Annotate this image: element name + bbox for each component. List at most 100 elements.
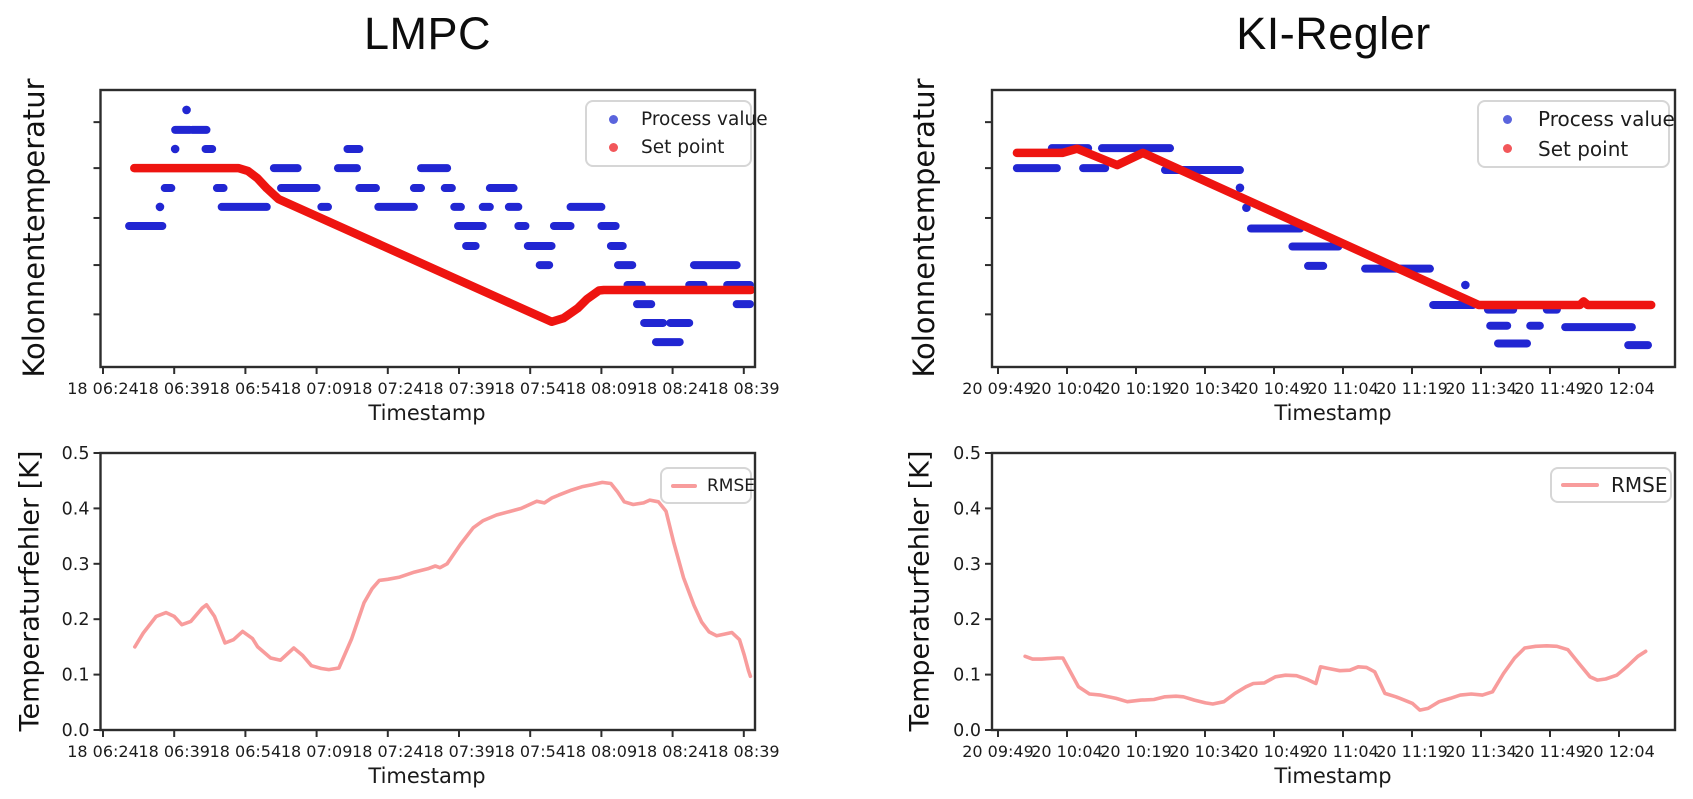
legend-entry: Set point bbox=[587, 137, 750, 158]
rmse-line bbox=[133, 480, 753, 679]
y-tick-label: 0.2 bbox=[953, 610, 981, 630]
legend-entry: Process value bbox=[1479, 107, 1675, 131]
legend-label: RMSE bbox=[707, 475, 756, 496]
x-tick-label: 20 10:49 bbox=[1238, 742, 1310, 761]
process-value-dot bbox=[170, 144, 180, 154]
chart-title-ki-regler: KI-Regler bbox=[1236, 8, 1431, 59]
legend-label: RMSE bbox=[1611, 473, 1668, 497]
legend-label: Process value bbox=[1538, 107, 1675, 132]
process-value-marker-icon bbox=[1503, 114, 1512, 124]
legend-label: Set point bbox=[1538, 136, 1629, 161]
process-value-dot bbox=[1461, 280, 1470, 290]
x-tick-label: 20 11:19 bbox=[1376, 379, 1448, 398]
y-axis-label-ki-error: Temperaturfehler [K] bbox=[904, 450, 936, 732]
y-tick-label: 0.0 bbox=[953, 721, 981, 741]
legend-entry: RMSE bbox=[1552, 473, 1670, 497]
x-tick-label: 18 07:09 bbox=[281, 742, 353, 761]
plot-border bbox=[99, 451, 757, 732]
x-tick-label: 20 10:49 bbox=[1238, 379, 1310, 398]
x-tick-label: 18 07:24 bbox=[352, 379, 424, 398]
x-tick-label: 20 11:49 bbox=[1514, 742, 1586, 761]
x-tick-label: 18 06:24 bbox=[67, 742, 139, 761]
legend-lmpc-rmse: RMSE bbox=[660, 467, 755, 504]
x-axis-label-ki-error: Timestamp bbox=[1274, 764, 1392, 788]
legend-entry: Process value bbox=[587, 109, 768, 130]
x-axis-label-lmpc-temperature: Timestamp bbox=[368, 401, 486, 425]
y-tick-label: 0.3 bbox=[953, 555, 981, 575]
y-tick-label: 0.2 bbox=[62, 610, 90, 630]
plot-border bbox=[99, 88, 757, 369]
y-axis-label-lmpc-temperature: Kolonnentemperatur bbox=[17, 78, 51, 378]
x-tick-label: 20 10:04 bbox=[1031, 742, 1103, 761]
y-tick-label: 0.1 bbox=[62, 666, 90, 686]
x-tick-label: 20 10:04 bbox=[1031, 379, 1103, 398]
x-axis-label-ki-temperature: Timestamp bbox=[1274, 401, 1392, 425]
x-tick-label: 18 07:09 bbox=[281, 379, 353, 398]
x-tick-label: 20 10:34 bbox=[1169, 742, 1241, 761]
rmse-line bbox=[1023, 644, 1648, 712]
x-tick-label: 18 08:24 bbox=[637, 379, 709, 398]
y-tick-label: 0.5 bbox=[953, 444, 981, 464]
legend-ki-rmse: RMSE bbox=[1550, 467, 1672, 503]
x-tick-label: 20 11:19 bbox=[1376, 742, 1448, 761]
legend-entry: Set point bbox=[1479, 137, 1668, 161]
x-tick-label: 20 11:04 bbox=[1307, 742, 1379, 761]
x-tick-label: 20 10:19 bbox=[1100, 742, 1172, 761]
x-tick-label: 20 10:19 bbox=[1100, 379, 1172, 398]
x-tick-label: 20 11:34 bbox=[1445, 379, 1517, 398]
y-tick-label: 0.5 bbox=[62, 444, 90, 464]
x-tick-label: 18 06:54 bbox=[210, 742, 282, 761]
legend-label: Set point bbox=[641, 137, 725, 158]
x-tick-label: 20 09:49 bbox=[962, 379, 1034, 398]
legend-label: Process value bbox=[641, 109, 768, 130]
x-tick-label: 20 11:34 bbox=[1445, 742, 1517, 761]
x-tick-label: 18 07:39 bbox=[423, 742, 495, 761]
chart-title-lmpc: LMPC bbox=[363, 8, 492, 59]
x-tick-label: 18 07:54 bbox=[494, 379, 566, 398]
x-tick-label: 18 07:39 bbox=[423, 379, 495, 398]
x-tick-label: 20 10:34 bbox=[1169, 379, 1241, 398]
legend-entry: RMSE bbox=[662, 476, 755, 496]
legend-ki-temperature: Process value Set point bbox=[1477, 100, 1675, 168]
set-point-line bbox=[130, 163, 756, 327]
x-tick-label: 18 08:24 bbox=[637, 742, 709, 761]
x-tick-label: 20 12:04 bbox=[1583, 379, 1655, 398]
x-tick-label: 20 11:49 bbox=[1514, 379, 1586, 398]
plot-border bbox=[990, 451, 1677, 732]
set-point-marker-icon bbox=[609, 143, 618, 152]
x-tick-label: 18 08:09 bbox=[566, 379, 638, 398]
set-point-line bbox=[1012, 144, 1656, 310]
x-tick-label: 18 08:09 bbox=[566, 742, 638, 761]
rmse-line-marker-icon bbox=[1561, 483, 1599, 487]
y-tick-label: 0.1 bbox=[953, 666, 981, 686]
plot-border bbox=[990, 88, 1677, 369]
y-tick-label: 0.3 bbox=[62, 555, 90, 575]
y-tick-label: 0.4 bbox=[62, 499, 90, 519]
x-tick-label: 18 08:39 bbox=[708, 379, 780, 398]
y-axis-label-ki-temperature: Kolonnentemperatur bbox=[907, 78, 941, 378]
x-tick-label: 20 12:04 bbox=[1583, 742, 1655, 761]
process-value-dot bbox=[155, 202, 165, 212]
x-tick-label: 20 09:49 bbox=[962, 742, 1034, 761]
x-tick-label: 18 07:24 bbox=[352, 742, 424, 761]
x-tick-label: 18 08:39 bbox=[708, 742, 780, 761]
legend-lmpc-temperature: Process value Set point bbox=[585, 100, 768, 167]
process-value-dot bbox=[1235, 183, 1245, 193]
y-tick-label: 0.4 bbox=[953, 499, 981, 519]
process-value-dot bbox=[1242, 203, 1251, 213]
x-tick-label: 20 11:04 bbox=[1307, 379, 1379, 398]
rmse-line-marker-icon bbox=[671, 483, 697, 488]
y-axis-label-lmpc-error: Temperaturfehler [K] bbox=[14, 450, 46, 732]
x-tick-label: 18 07:54 bbox=[494, 742, 566, 761]
x-tick-label: 18 06:54 bbox=[210, 379, 282, 398]
process-value-dot bbox=[182, 105, 191, 115]
set-point-marker-icon bbox=[1503, 144, 1512, 154]
y-tick-label: 0.0 bbox=[62, 721, 90, 741]
x-tick-label: 18 06:39 bbox=[138, 742, 210, 761]
x-axis-label-lmpc-error: Timestamp bbox=[368, 764, 486, 788]
process-value-marker-icon bbox=[609, 115, 618, 124]
x-tick-label: 18 06:39 bbox=[138, 379, 210, 398]
x-tick-label: 18 06:24 bbox=[67, 379, 139, 398]
